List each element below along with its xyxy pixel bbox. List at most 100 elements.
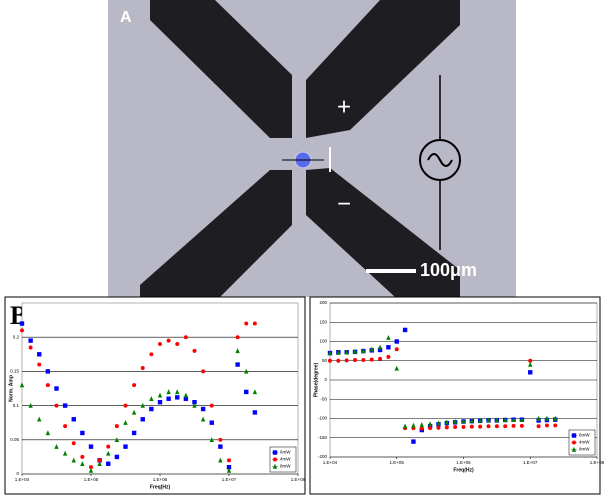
- data-point: [395, 347, 399, 351]
- legend-label: 8mW: [579, 447, 590, 452]
- data-point: [361, 358, 365, 362]
- data-point: [193, 349, 197, 353]
- data-point: [201, 407, 205, 411]
- data-point: [167, 339, 171, 343]
- data-point: [218, 444, 222, 448]
- data-point: [158, 342, 162, 346]
- y-tick-label: 0.1: [13, 403, 20, 408]
- data-point: [63, 424, 67, 428]
- data-point: [545, 423, 549, 427]
- data-point: [345, 358, 349, 362]
- data-point: [37, 352, 41, 356]
- scale-label: 100μm: [420, 260, 477, 280]
- legend-label: 6mW: [579, 433, 590, 438]
- data-point: [386, 345, 390, 349]
- panel-a: A + − 100μm: [108, 0, 516, 297]
- y-axis-title: Phase(degree): [313, 362, 319, 397]
- y-tick-label: 0: [16, 471, 19, 476]
- data-point: [184, 335, 188, 339]
- data-point: [132, 431, 136, 435]
- legend-marker: [572, 441, 576, 445]
- y-axis-title: Norm. Amp: [8, 375, 14, 402]
- data-point: [80, 431, 84, 435]
- data-point: [28, 338, 32, 342]
- data-point: [503, 424, 507, 428]
- data-point: [520, 424, 524, 428]
- y-tick-label: -50: [320, 396, 327, 401]
- data-point: [495, 424, 499, 428]
- data-point: [470, 425, 474, 429]
- data-point: [537, 424, 541, 428]
- data-point: [46, 369, 50, 373]
- data-point: [553, 423, 557, 427]
- page: A + − 100μm B 00.050.10.150.21.E+041.E+0…: [0, 0, 605, 500]
- data-point: [106, 462, 110, 466]
- data-point: [328, 359, 332, 363]
- y-tick-label: -200: [318, 454, 328, 459]
- minus-sign: −: [337, 190, 351, 217]
- data-point: [436, 426, 440, 430]
- y-tick-label: 0.2: [13, 334, 20, 339]
- data-point: [63, 403, 67, 407]
- data-point: [175, 342, 179, 346]
- x-tick-label: 1.E+07: [222, 477, 237, 482]
- data-point: [141, 417, 145, 421]
- plus-sign: +: [337, 93, 351, 120]
- data-point: [244, 322, 248, 326]
- data-point: [453, 425, 457, 429]
- data-point: [386, 355, 390, 359]
- data-point: [236, 335, 240, 339]
- data-point: [227, 458, 231, 462]
- data-point: [428, 426, 432, 430]
- data-point: [403, 328, 407, 332]
- data-point: [445, 425, 449, 429]
- legend-label: 8mW: [280, 464, 291, 469]
- y-tick-label: 0: [324, 377, 327, 382]
- y-tick-label: 0.05: [10, 437, 19, 442]
- x-tick-label: 1.E+07: [523, 460, 538, 465]
- legend-marker: [273, 458, 277, 462]
- data-point: [336, 359, 340, 363]
- data-point: [132, 383, 136, 387]
- data-point: [353, 358, 357, 362]
- legend-marker: [273, 450, 277, 454]
- legend-label: 4mW: [579, 440, 590, 445]
- data-point: [478, 425, 482, 429]
- data-point: [175, 395, 179, 399]
- data-point: [370, 358, 374, 362]
- data-point: [123, 444, 127, 448]
- data-point: [253, 322, 257, 326]
- data-point: [54, 386, 58, 390]
- data-point: [72, 417, 76, 421]
- data-point: [253, 410, 257, 414]
- data-point: [420, 427, 424, 431]
- data-point: [115, 455, 119, 459]
- x-tick-label: 1.E+05: [390, 460, 405, 465]
- data-point: [141, 366, 145, 370]
- x-axis-title: Freq(Hz): [150, 484, 171, 490]
- data-point: [37, 363, 41, 367]
- data-point: [378, 357, 382, 361]
- data-point: [149, 407, 153, 411]
- x-axis-title: Freq(Hz): [453, 467, 474, 473]
- data-point: [166, 397, 170, 401]
- data-point: [210, 404, 214, 408]
- data-point: [106, 445, 110, 449]
- data-point: [487, 424, 491, 428]
- panel-label: A: [120, 9, 132, 26]
- data-point: [46, 383, 50, 387]
- data-point: [512, 424, 516, 428]
- y-tick-label: -100: [318, 416, 328, 421]
- y-tick-label: 200: [319, 300, 327, 305]
- data-point: [20, 328, 24, 332]
- data-point: [115, 424, 119, 428]
- data-point: [411, 439, 415, 443]
- data-point: [244, 390, 248, 394]
- x-tick-label: 1.E+04: [323, 460, 338, 465]
- data-point: [20, 321, 24, 325]
- y-tick-label: 150: [319, 319, 327, 324]
- figure: A + − 100μm B 00.050.10.150.21.E+041.E+0…: [0, 0, 605, 495]
- data-point: [210, 421, 214, 425]
- legend-label: 6mW: [280, 450, 291, 455]
- x-tick-label: 1.E+06: [456, 460, 471, 465]
